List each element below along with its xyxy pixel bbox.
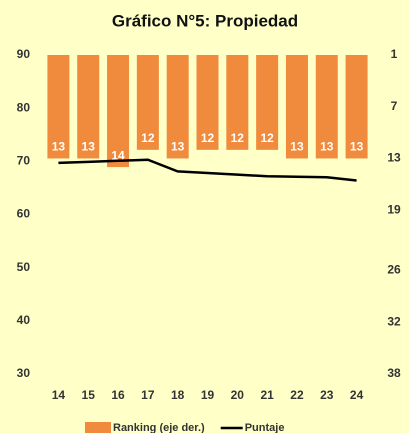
data-label: 12 — [231, 131, 245, 145]
bar — [136, 55, 159, 150]
x-tick-label: 15 — [82, 388, 96, 402]
y-tick-label: 40 — [17, 313, 31, 327]
x-tick-label: 17 — [141, 388, 155, 402]
data-label: 12 — [201, 131, 215, 145]
data-label: 12 — [260, 131, 274, 145]
chart-title: Gráfico N°5: Propiedad — [112, 11, 298, 30]
y-tick-label: 60 — [17, 207, 31, 221]
x-tick-label: 18 — [171, 388, 185, 402]
y-tick-label: 80 — [17, 100, 31, 114]
x-tick-label: 19 — [201, 388, 215, 402]
data-label: 12 — [141, 131, 155, 145]
y2-tick-label: 19 — [387, 202, 401, 216]
y2-tick-label: 7 — [391, 99, 398, 113]
bar — [345, 55, 368, 159]
y-tick-label: 70 — [17, 154, 31, 168]
y2-tick-label: 13 — [387, 151, 401, 165]
x-tick-label: 23 — [320, 388, 334, 402]
y-tick-label: 90 — [17, 47, 31, 61]
x-tick-label: 20 — [231, 388, 245, 402]
data-label: 13 — [171, 140, 185, 154]
line — [58, 158, 357, 182]
y2-tick-label: 32 — [387, 314, 401, 328]
legend-swatch — [85, 422, 111, 433]
x-tick-label: 22 — [290, 388, 304, 402]
data-label: 13 — [320, 140, 334, 154]
bar — [315, 55, 338, 159]
bar — [107, 55, 130, 168]
data-label: 13 — [350, 140, 364, 154]
bar — [77, 55, 100, 159]
y2-tick-label: 38 — [387, 366, 401, 380]
bar — [226, 55, 249, 150]
data-label: 13 — [290, 140, 304, 154]
legend-label: Puntaje — [245, 422, 285, 433]
x-tick-label: 16 — [111, 388, 125, 402]
bar — [196, 55, 219, 150]
bar — [285, 55, 308, 159]
y-tick-label: 50 — [17, 260, 31, 274]
x-tick-label: 14 — [52, 388, 66, 402]
bar — [47, 55, 70, 159]
bar — [166, 55, 189, 159]
bar — [256, 55, 279, 150]
y2-tick-label: 1 — [391, 47, 398, 61]
x-tick-label: 21 — [260, 388, 274, 402]
data-label: 13 — [52, 140, 66, 154]
y2-tick-label: 26 — [387, 263, 401, 277]
y-tick-label: 30 — [17, 366, 31, 380]
x-tick-label: 24 — [350, 388, 364, 402]
data-label: 14 — [111, 148, 125, 162]
legend-label: Ranking (eje der.) — [113, 422, 205, 433]
data-label: 13 — [82, 140, 96, 154]
